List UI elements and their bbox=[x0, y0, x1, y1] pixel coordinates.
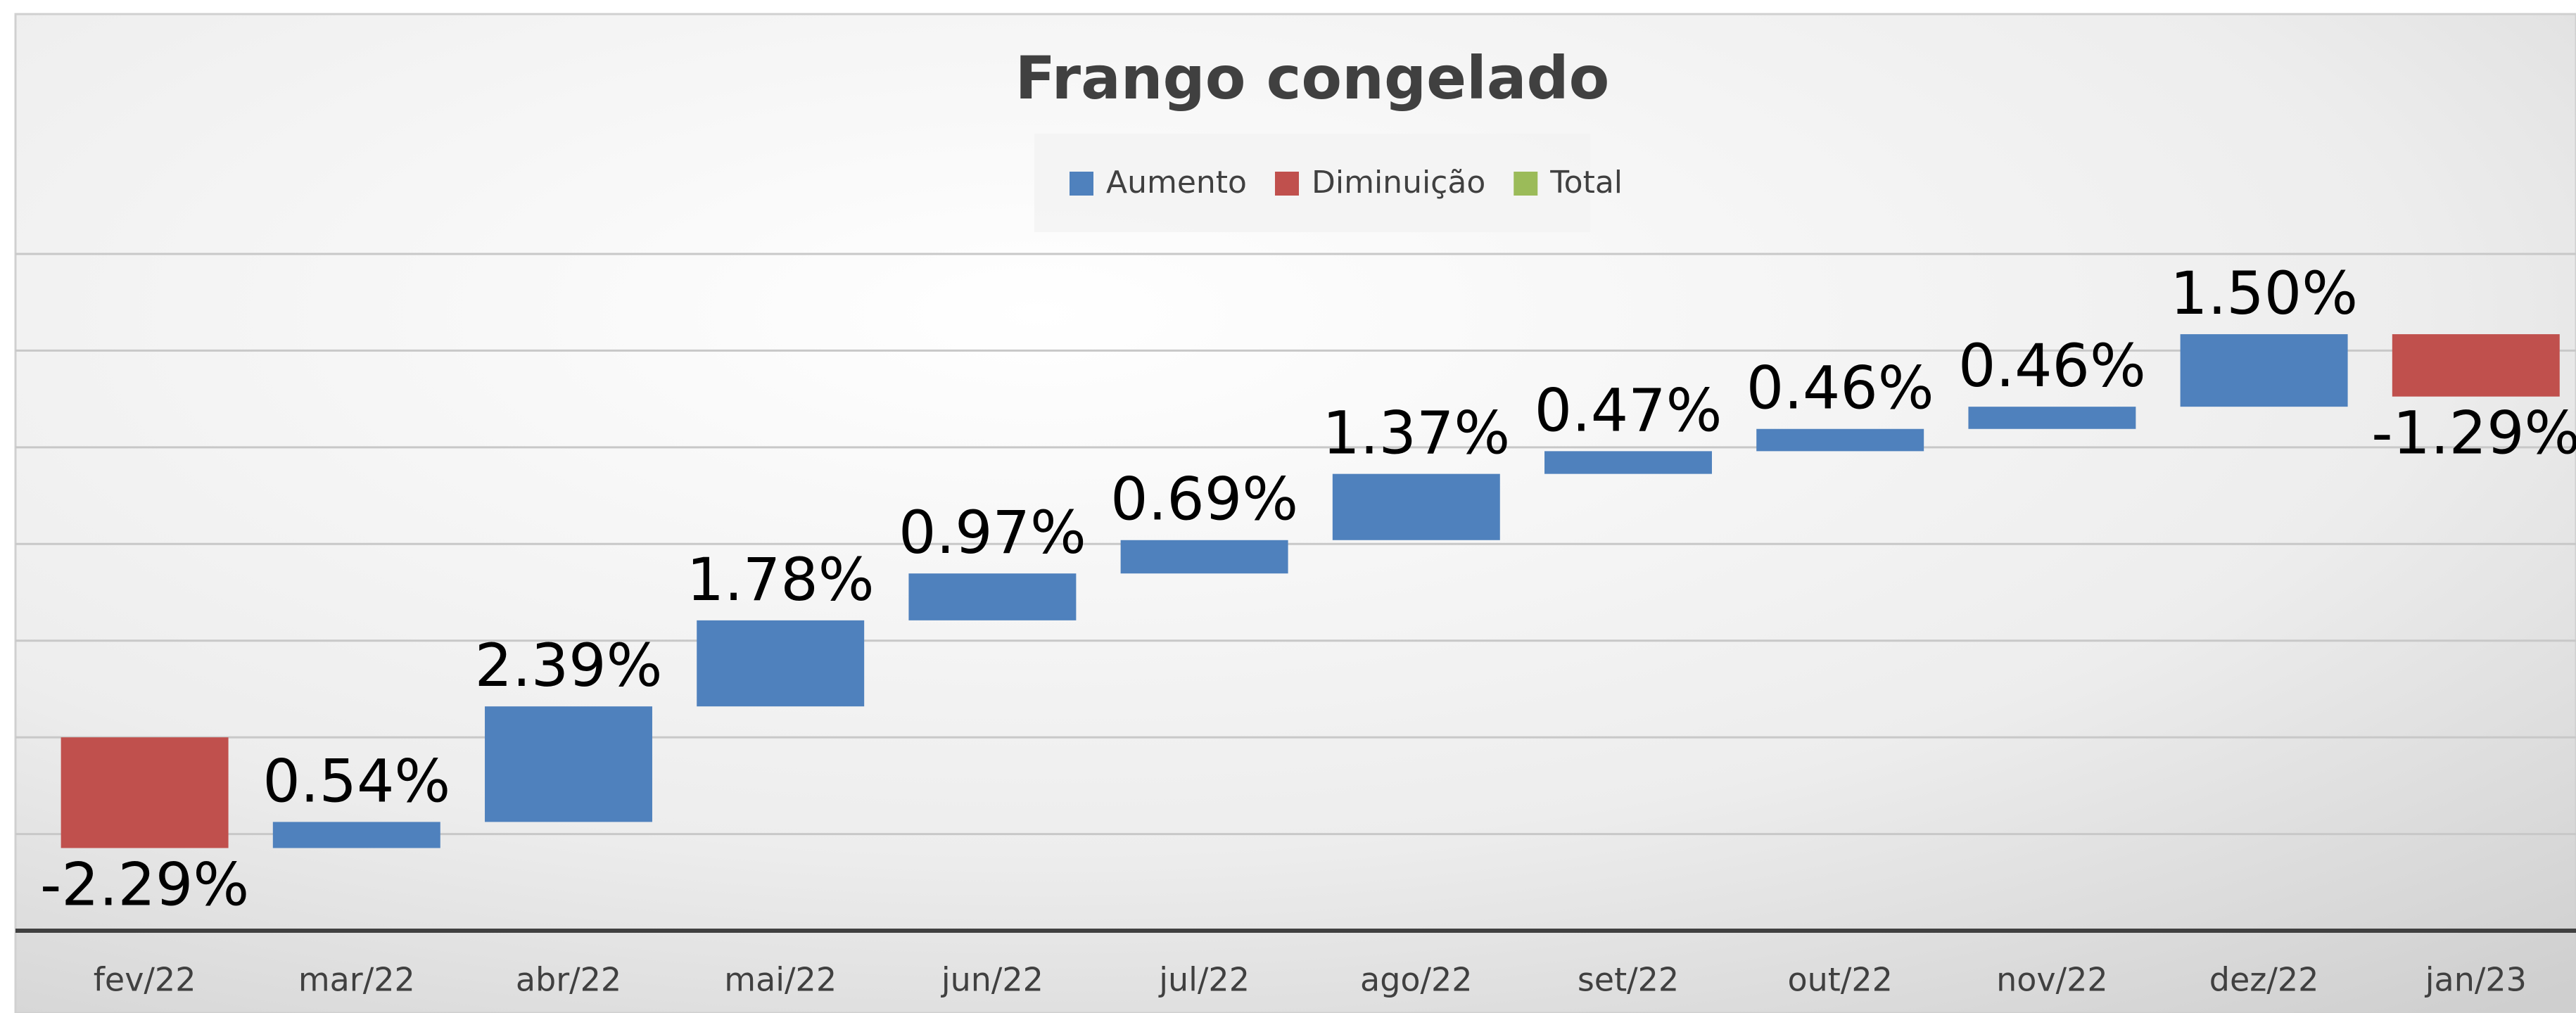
x-tick-label: jun/22 bbox=[941, 961, 1043, 999]
bar bbox=[485, 706, 652, 822]
bar bbox=[2180, 334, 2348, 407]
x-tick-label: jul/22 bbox=[1158, 961, 1250, 999]
chart-title: Frango congelado bbox=[1015, 44, 1610, 113]
bar bbox=[697, 620, 865, 707]
legend-box bbox=[1034, 134, 1590, 232]
x-tick-label: abr/22 bbox=[516, 961, 621, 999]
x-tick-label: out/22 bbox=[1788, 961, 1893, 999]
bar bbox=[1120, 540, 1288, 574]
bar bbox=[908, 573, 1077, 620]
x-tick-label: mai/22 bbox=[724, 961, 837, 999]
legend-swatch bbox=[1514, 172, 1538, 196]
bar bbox=[2392, 334, 2560, 397]
bar bbox=[1968, 407, 2136, 429]
x-tick-label: nov/22 bbox=[1996, 961, 2108, 999]
legend-swatch bbox=[1274, 172, 1299, 196]
data-label: 2.39% bbox=[475, 631, 663, 700]
bar bbox=[272, 822, 440, 848]
bar bbox=[1544, 451, 1712, 474]
data-label: 1.78% bbox=[687, 545, 875, 614]
data-label: 0.47% bbox=[1535, 376, 1722, 445]
data-label: -2.29% bbox=[40, 850, 249, 919]
x-tick-label: ago/22 bbox=[1360, 961, 1473, 999]
data-label: 0.46% bbox=[1746, 354, 1934, 423]
x-tick-label: fev/22 bbox=[94, 961, 196, 999]
data-label: 0.46% bbox=[1958, 331, 2146, 400]
legend-label: Diminuição bbox=[1312, 165, 1485, 200]
data-label: 1.37% bbox=[1322, 399, 1510, 468]
data-label: 1.50% bbox=[2170, 259, 2358, 328]
x-tick-label: dez/22 bbox=[2209, 961, 2319, 999]
bar bbox=[1332, 473, 1500, 540]
data-label: 0.69% bbox=[1110, 465, 1298, 534]
x-tick-label: jan/23 bbox=[2425, 961, 2527, 999]
data-label: 0.54% bbox=[262, 746, 450, 815]
legend-label: Total bbox=[1549, 165, 1623, 200]
bar bbox=[1756, 428, 1924, 452]
data-label: -1.29% bbox=[2371, 399, 2576, 468]
x-tick-label: set/22 bbox=[1578, 961, 1679, 999]
data-label: 0.97% bbox=[899, 498, 1086, 567]
bar bbox=[61, 737, 229, 848]
x-tick-label: mar/22 bbox=[298, 961, 415, 999]
legend-label: Aumento bbox=[1106, 165, 1247, 200]
legend-swatch bbox=[1070, 172, 1093, 196]
